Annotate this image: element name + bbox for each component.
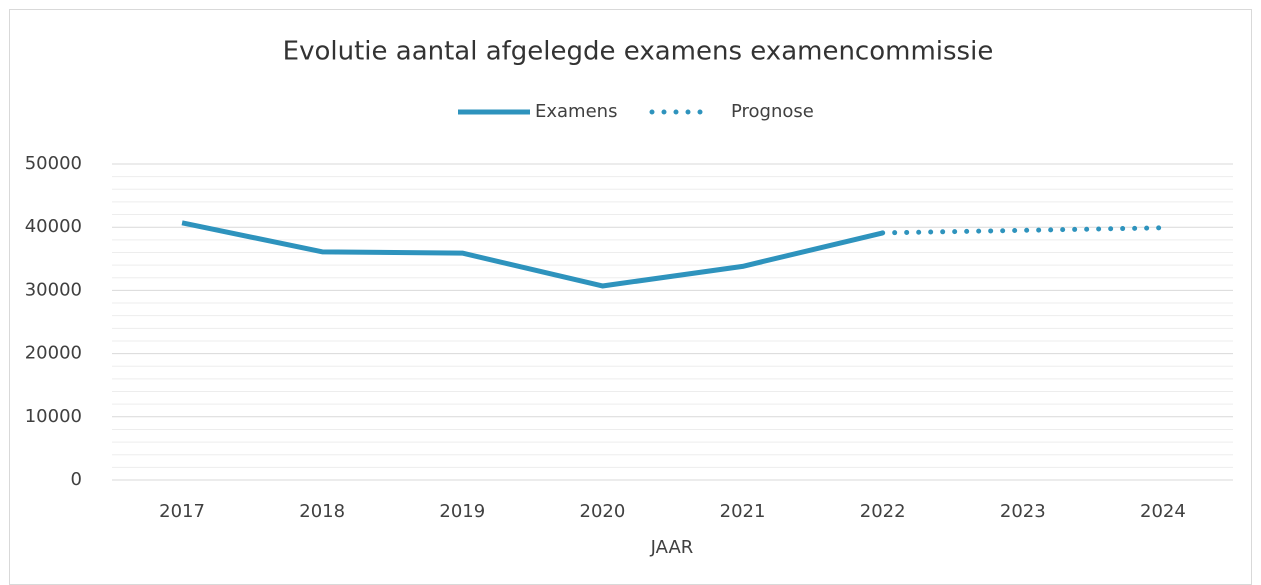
y-tick-label: 10000 bbox=[25, 406, 82, 427]
x-tick-label: 2024 bbox=[1140, 501, 1186, 522]
series-line bbox=[880, 225, 1166, 236]
x-tick-label: 2022 bbox=[860, 501, 906, 522]
x-axis-label: JAAR bbox=[650, 537, 694, 558]
x-tick-label: 2018 bbox=[299, 501, 345, 522]
x-tick-label: 2019 bbox=[439, 501, 485, 522]
chart-border bbox=[9, 9, 1252, 585]
x-tick-label: 2017 bbox=[159, 501, 205, 522]
y-tick-label: 20000 bbox=[25, 343, 82, 364]
y-tick-label: 0 bbox=[71, 469, 82, 490]
x-tick-label: 2020 bbox=[580, 501, 626, 522]
y-tick-label: 40000 bbox=[25, 216, 82, 237]
x-tick-label: 2023 bbox=[1000, 501, 1046, 522]
legend-label: Examens bbox=[535, 101, 617, 122]
y-tick-label: 50000 bbox=[25, 153, 82, 174]
legend-label: Prognose bbox=[731, 101, 814, 122]
x-tick-label: 2021 bbox=[720, 501, 766, 522]
chart-title: Evolutie aantal afgelegde examens examen… bbox=[283, 37, 994, 67]
y-tick-label: 30000 bbox=[25, 279, 82, 300]
series-line bbox=[181, 220, 884, 289]
